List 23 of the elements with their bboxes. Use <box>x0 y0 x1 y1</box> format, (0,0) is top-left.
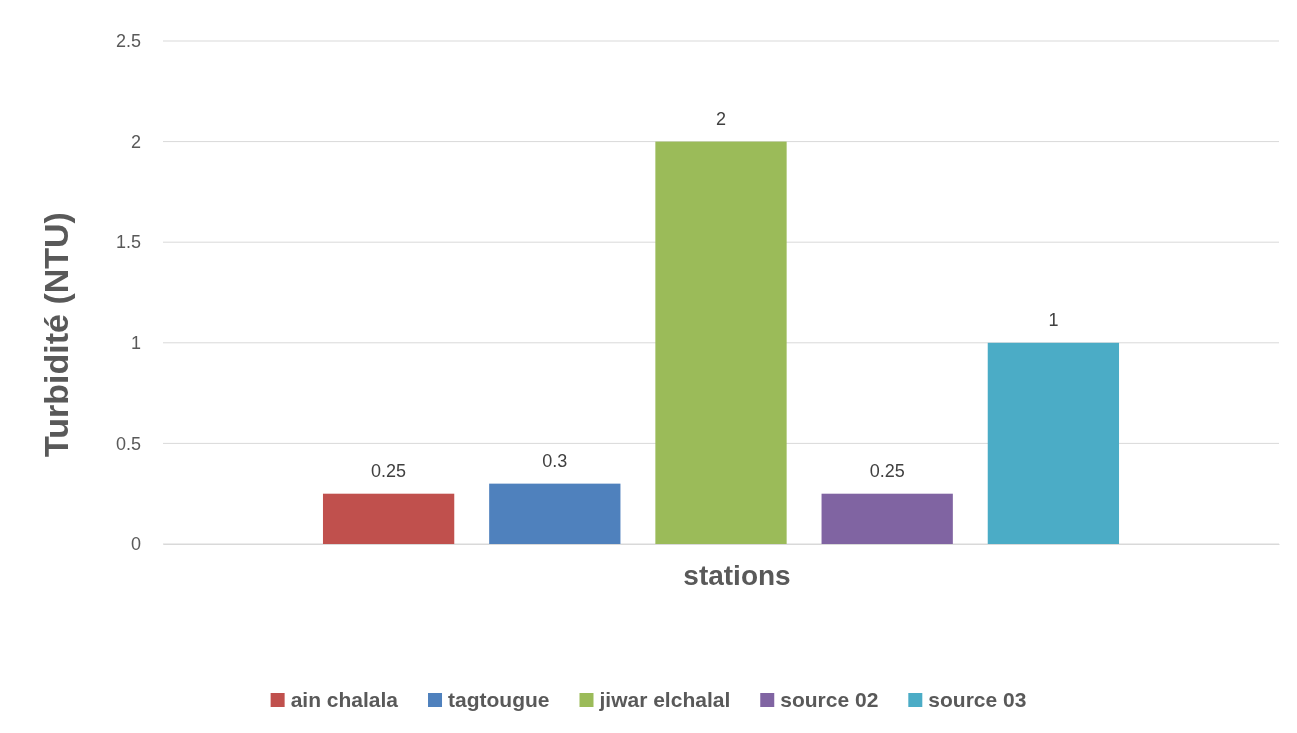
bar <box>987 342 1120 544</box>
legend-label: tagtougue <box>448 688 550 711</box>
x-axis-title: stations <box>683 560 791 591</box>
y-tick-label: 0 <box>130 534 141 555</box>
y-tick-label: 2.5 <box>115 31 141 52</box>
data-label: 0.25 <box>371 460 407 481</box>
bar <box>489 483 621 544</box>
bar <box>655 141 787 544</box>
y-tick-label: 2 <box>130 131 141 152</box>
bar <box>322 493 455 544</box>
legend-label: source 02 <box>780 688 879 711</box>
y-axis-title: Turbidité (NTU) <box>37 212 75 457</box>
y-tick-label: 1.5 <box>115 232 141 253</box>
y-tick-label: 1 <box>130 333 141 354</box>
legend-label: source 03 <box>928 688 1027 711</box>
bar <box>821 493 953 544</box>
data-label: 1 <box>1048 309 1059 330</box>
data-label: 0.3 <box>542 450 568 471</box>
y-tick-label: 0.5 <box>115 433 141 454</box>
legend-label: ain chalala <box>290 688 399 711</box>
data-label: 0.25 <box>869 460 905 481</box>
data-label: 2 <box>715 108 727 129</box>
legend-label: jiwar elchalal <box>598 688 731 711</box>
